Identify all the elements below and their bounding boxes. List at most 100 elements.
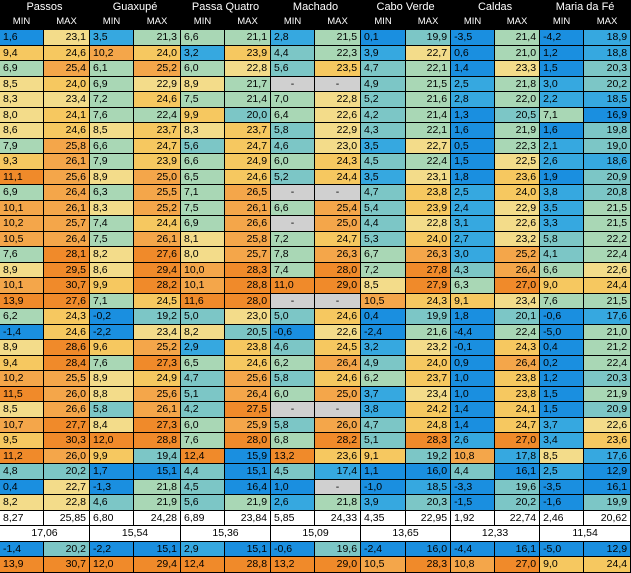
max-cell: 27,3 — [134, 417, 182, 433]
max-cell: 19,9 — [406, 309, 452, 325]
max-cell: 22,2 — [584, 231, 631, 247]
max-cell: 21,8 — [315, 495, 362, 511]
max-cell: 26,0 — [44, 386, 91, 402]
table-row: 9,4 24,6 10,2 24,0 3,2 23,9 4,4 22,3 3,9 22,7 0,6 2… — [0, 45, 631, 61]
station-header: Maria da Fé — [540, 0, 631, 15]
table-row: 10,2 25,5 8,9 24,9 4,7 25,6 5,8 24,6 6,2 23,7 1,0 2… — [0, 371, 631, 387]
min-cell: 7,9 — [90, 154, 135, 170]
table-row: 11,5 26,0 8,8 25,6 5,1 26,4 6,0 25,0 3,7 23,4 1,0 2… — [0, 386, 631, 402]
min-header: MIN — [181, 15, 226, 30]
mean-cell: 11,54 — [540, 526, 631, 542]
min-cell: 2,6 — [451, 433, 496, 449]
max-cell: 18,8 — [584, 45, 631, 61]
min-cell: 10,2 — [0, 216, 44, 232]
table-row: 10,1 30,7 9,9 28,2 10,1 28,8 11,0 29,0 8,5 27,9 6,… — [0, 278, 631, 294]
max-cell: 28,8 — [225, 557, 272, 573]
max-cell: 24,0 — [406, 231, 452, 247]
min-cell: 6,89 — [181, 510, 226, 526]
min-cell: 1,92 — [451, 510, 496, 526]
min-cell: 10,8 — [451, 448, 496, 464]
table-row: 8,5 24,0 6,9 22,9 8,9 21,7- -4,9 21,5 2,5 21,8 3,0… — [0, 76, 631, 92]
min-header: MIN — [90, 15, 135, 30]
max-cell: 24,4 — [584, 278, 631, 294]
min-cell: 7,6 — [0, 247, 44, 263]
max-cell: 24,6 — [315, 309, 362, 325]
max-cell: 21,1 — [225, 30, 272, 46]
min-cell: 4,4 — [271, 45, 316, 61]
table-row: 8,2 22,8 4,6 21,9 5,6 21,9 2,6 21,8 3,9 20,3 -1,5 2… — [0, 495, 631, 511]
min-cell: 3,5 — [361, 169, 407, 185]
min-cell: 13,9 — [0, 293, 44, 309]
mean-cell: 17,06 — [0, 526, 91, 542]
max-cell: 25,9 — [225, 417, 272, 433]
max-cell: 25,4 — [44, 61, 91, 77]
max-cell: 22,7 — [406, 45, 452, 61]
max-cell: 15,1 — [134, 541, 182, 557]
max-cell: 23,9 — [134, 154, 182, 170]
min-cell: - — [271, 185, 316, 201]
min-cell: 13,2 — [271, 448, 316, 464]
max-cell: 22,9 — [315, 123, 362, 139]
min-cell: 8,5 — [0, 402, 44, 418]
max-cell: 26,1 — [134, 231, 182, 247]
max-cell: 27,0 — [495, 278, 541, 294]
max-cell: - — [315, 293, 362, 309]
min-cell: 11,0 — [271, 278, 316, 294]
max-cell: 24,2 — [406, 402, 452, 418]
max-cell: 23,8 — [495, 371, 541, 387]
max-cell: 25,2 — [495, 247, 541, 263]
table-row: 7,9 25,8 6,6 24,7 5,6 24,7 4,6 23,0 3,5 22,7 0,5 22… — [0, 138, 631, 154]
max-cell: 27,0 — [495, 433, 541, 449]
max-cell: 21,5 — [406, 76, 452, 92]
max-cell: 12,9 — [584, 541, 631, 557]
max-cell: 16,0 — [406, 541, 452, 557]
min-cell: -5,0 — [540, 541, 585, 557]
min-cell: -0,1 — [451, 340, 496, 356]
max-cell: 27,5 — [225, 402, 272, 418]
min-cell: 13,2 — [271, 557, 316, 573]
min-cell: 8,8 — [90, 386, 135, 402]
max-cell: 29,5 — [44, 262, 91, 278]
max-cell: 21,9 — [495, 123, 541, 139]
max-header: MAX — [134, 15, 182, 30]
min-cell: 4,6 — [271, 340, 316, 356]
min-cell: 4,6 — [271, 138, 316, 154]
min-cell: 8,5 — [361, 278, 407, 294]
min-cell: 0,4 — [361, 309, 407, 325]
max-cell: 22,3 — [315, 45, 362, 61]
table-row: 11,2 26,0 9,9 19,4 12,4 15,9 13,2 23,6 9,1 19,2 10… — [0, 448, 631, 464]
min-cell: -4,4 — [451, 541, 496, 557]
max-cell: 29,4 — [134, 262, 182, 278]
max-cell: 26,4 — [44, 185, 91, 201]
table-row: 8,6 24,6 8,5 23,7 8,3 23,7 5,8 22,9 4,3 22,1 1,6 21… — [0, 123, 631, 139]
max-cell: 16,0 — [406, 464, 452, 480]
min-cell: 7,4 — [271, 262, 316, 278]
min-cell: -2,4 — [361, 324, 407, 340]
summary-rows: 8,27 25,85 6,80 24,28 6,89 23,84 5,85 24,33 4,35… — [0, 510, 631, 573]
max-cell: 23,4 — [134, 324, 182, 340]
min-cell: 0,5 — [451, 138, 496, 154]
max-cell: 21,4 — [225, 92, 272, 108]
min-cell: 8,4 — [90, 417, 135, 433]
min-cell: 1,4 — [451, 417, 496, 433]
min-cell: 6,9 — [181, 216, 226, 232]
table-row: 9,4 28,4 7,6 27,3 6,5 24,6 6,2 26,4 4,9 24,0 0,9 26… — [0, 355, 631, 371]
min-cell: -0,6 — [271, 324, 316, 340]
max-cell: 24,1 — [44, 107, 91, 123]
min-cell: 9,3 — [0, 154, 44, 170]
max-cell: 21,2 — [584, 340, 631, 356]
max-cell: 30,3 — [44, 433, 91, 449]
min-cell: - — [271, 76, 316, 92]
max-cell: 24,4 — [134, 216, 182, 232]
max-cell: 28,0 — [225, 433, 272, 449]
min-cell: 9,9 — [181, 107, 226, 123]
min-cell: 4,2 — [361, 107, 407, 123]
table-row: 10,5 26,4 7,5 26,1 8,1 25,8 7,2 24,7 5,3 24,0 2,7 2… — [0, 231, 631, 247]
min-cell: 1,8 — [451, 169, 496, 185]
min-cell: 7,4 — [90, 216, 135, 232]
max-cell: 22,4 — [584, 355, 631, 371]
max-cell: 20,5 — [225, 324, 272, 340]
min-header: MIN — [451, 15, 496, 30]
max-cell: - — [315, 479, 362, 495]
min-cell: 6,3 — [90, 185, 135, 201]
